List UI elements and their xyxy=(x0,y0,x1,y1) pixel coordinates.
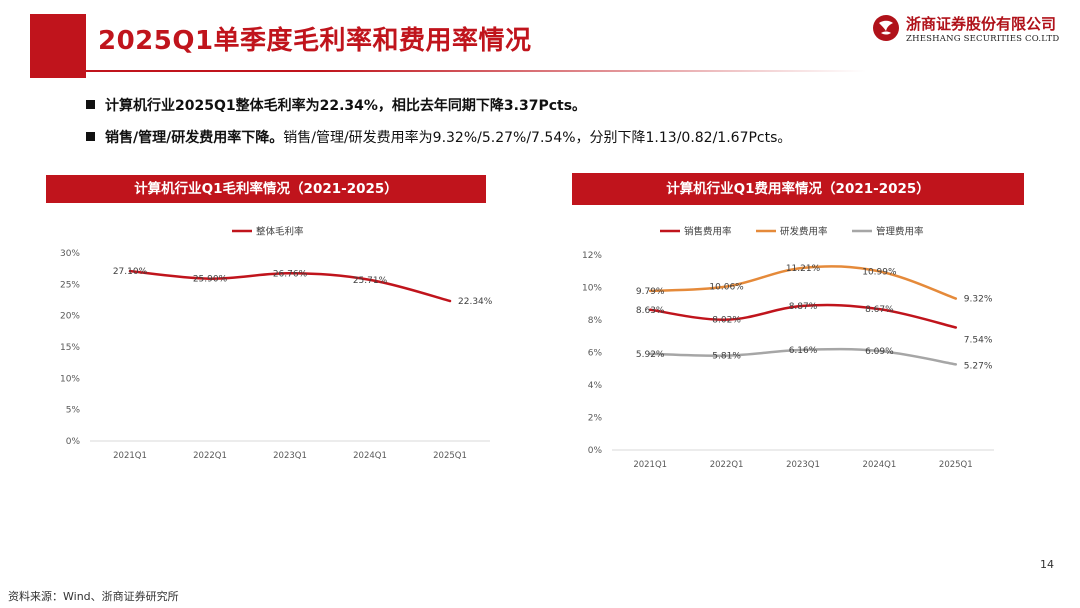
data-label: 7.54% xyxy=(964,335,993,345)
y-tick-label: 10% xyxy=(582,284,602,294)
y-tick-label: 25% xyxy=(60,280,80,290)
bullet-bold-text: 计算机行业2025Q1整体毛利率为22.34%，相比去年同期下降3.37Pcts… xyxy=(105,98,587,114)
source-note: 资料来源：Wind、浙商证券研究所 xyxy=(8,590,179,603)
data-label: 26.76% xyxy=(273,269,308,279)
bullet-gross-margin: 计算机行业2025Q1整体毛利率为22.34%，相比去年同期下降3.37Pcts… xyxy=(86,95,586,115)
data-label: 6.16% xyxy=(789,346,818,356)
legend-label: 管理费用率 xyxy=(876,226,924,238)
gross-margin-line-chart: 0% 5% 10% 15% 20% 25% 30% 2021Q1 2022Q1 2023Q1 202… xyxy=(60,226,493,462)
data-label: 11.21% xyxy=(786,264,821,274)
data-label: 5.92% xyxy=(636,350,665,360)
series-line xyxy=(128,269,452,303)
series-line xyxy=(648,303,958,329)
series-line xyxy=(648,347,958,366)
x-tick-label: 2021Q1 xyxy=(633,460,667,470)
data-label: 27.10% xyxy=(113,267,148,277)
data-label: 6.09% xyxy=(865,347,894,357)
legend-label: 整体毛利率 xyxy=(256,226,304,238)
data-label: 22.34% xyxy=(458,297,493,307)
y-tick-label: 20% xyxy=(60,312,80,322)
y-tick-label: 5% xyxy=(66,406,81,416)
x-tick-label: 2022Q1 xyxy=(193,451,227,461)
series-line xyxy=(648,265,958,300)
data-label: 9.79% xyxy=(636,287,665,297)
bullet-square-icon xyxy=(86,132,95,141)
y-tick-label: 0% xyxy=(588,446,603,456)
zheshang-logo-icon xyxy=(873,15,899,41)
expense-ratio-line-chart: 0% 2% 4% 6% 8% 10% 12% 2021Q1 2022Q1 2023Q1 2024Q1… xyxy=(582,226,994,470)
x-tick-label: 2024Q1 xyxy=(863,460,897,470)
data-label: 8.67% xyxy=(865,305,894,315)
data-label: 8.87% xyxy=(789,302,818,312)
y-tick-label: 4% xyxy=(588,381,603,391)
y-tick-label: 0% xyxy=(66,437,81,447)
x-tick-label: 2021Q1 xyxy=(113,451,147,461)
y-tick-label: 6% xyxy=(588,349,603,359)
company-logo: 浙商证券股份有限公司 ZHESHANG SECURITIES CO.LTD xyxy=(872,13,1068,47)
x-tick-label: 2023Q1 xyxy=(273,451,307,461)
page-title: 2025Q1单季度毛利率和费用率情况 xyxy=(98,26,532,56)
data-label: 25.90% xyxy=(193,275,228,285)
legend-label: 研发费用率 xyxy=(780,226,828,238)
logo-english-name: ZHESHANG SECURITIES CO.LTD xyxy=(906,34,1060,44)
x-tick-label: 2025Q1 xyxy=(939,460,973,470)
data-label: 8.63% xyxy=(636,306,665,316)
y-tick-label: 15% xyxy=(60,343,80,353)
y-tick-label: 2% xyxy=(588,414,603,424)
data-label: 10.06% xyxy=(709,283,744,293)
bullet-normal-text: 销售/管理/研发费用率为9.32%/5.27%/7.54%，分别下降1.13/0… xyxy=(283,130,792,146)
title-underline xyxy=(86,70,866,72)
data-label: 5.81% xyxy=(712,352,741,362)
expense-ratio-chart-title: 计算机行业Q1费用率情况（2021-2025） xyxy=(572,173,1024,205)
x-tick-label: 2024Q1 xyxy=(353,451,387,461)
y-tick-label: 10% xyxy=(60,374,80,384)
x-tick-label: 2023Q1 xyxy=(786,460,820,470)
bullet-bold-text: 销售/管理/研发费用率下降。 xyxy=(105,130,284,146)
bullet-expense-ratio: 销售/管理/研发费用率下降。销售/管理/研发费用率为9.32%/5.27%/7.… xyxy=(86,127,791,147)
data-label: 9.32% xyxy=(964,295,993,305)
y-tick-label: 12% xyxy=(582,251,602,261)
logo-chinese-name: 浙商证券股份有限公司 xyxy=(906,15,1057,33)
data-label: 8.02% xyxy=(712,316,741,326)
y-tick-label: 8% xyxy=(588,316,603,326)
title-accent-block xyxy=(30,14,86,78)
legend-label: 销售费用率 xyxy=(684,226,732,238)
x-tick-label: 2025Q1 xyxy=(433,451,467,461)
data-label: 5.27% xyxy=(964,361,993,371)
data-label: 25.71% xyxy=(353,276,388,286)
x-tick-label: 2022Q1 xyxy=(710,460,744,470)
bullet-square-icon xyxy=(86,100,95,109)
page-number: 14 xyxy=(1040,558,1054,571)
data-label: 10.99% xyxy=(862,267,897,277)
y-tick-label: 30% xyxy=(60,249,80,259)
gross-margin-chart-title: 计算机行业Q1毛利率情况（2021-2025） xyxy=(46,175,486,203)
